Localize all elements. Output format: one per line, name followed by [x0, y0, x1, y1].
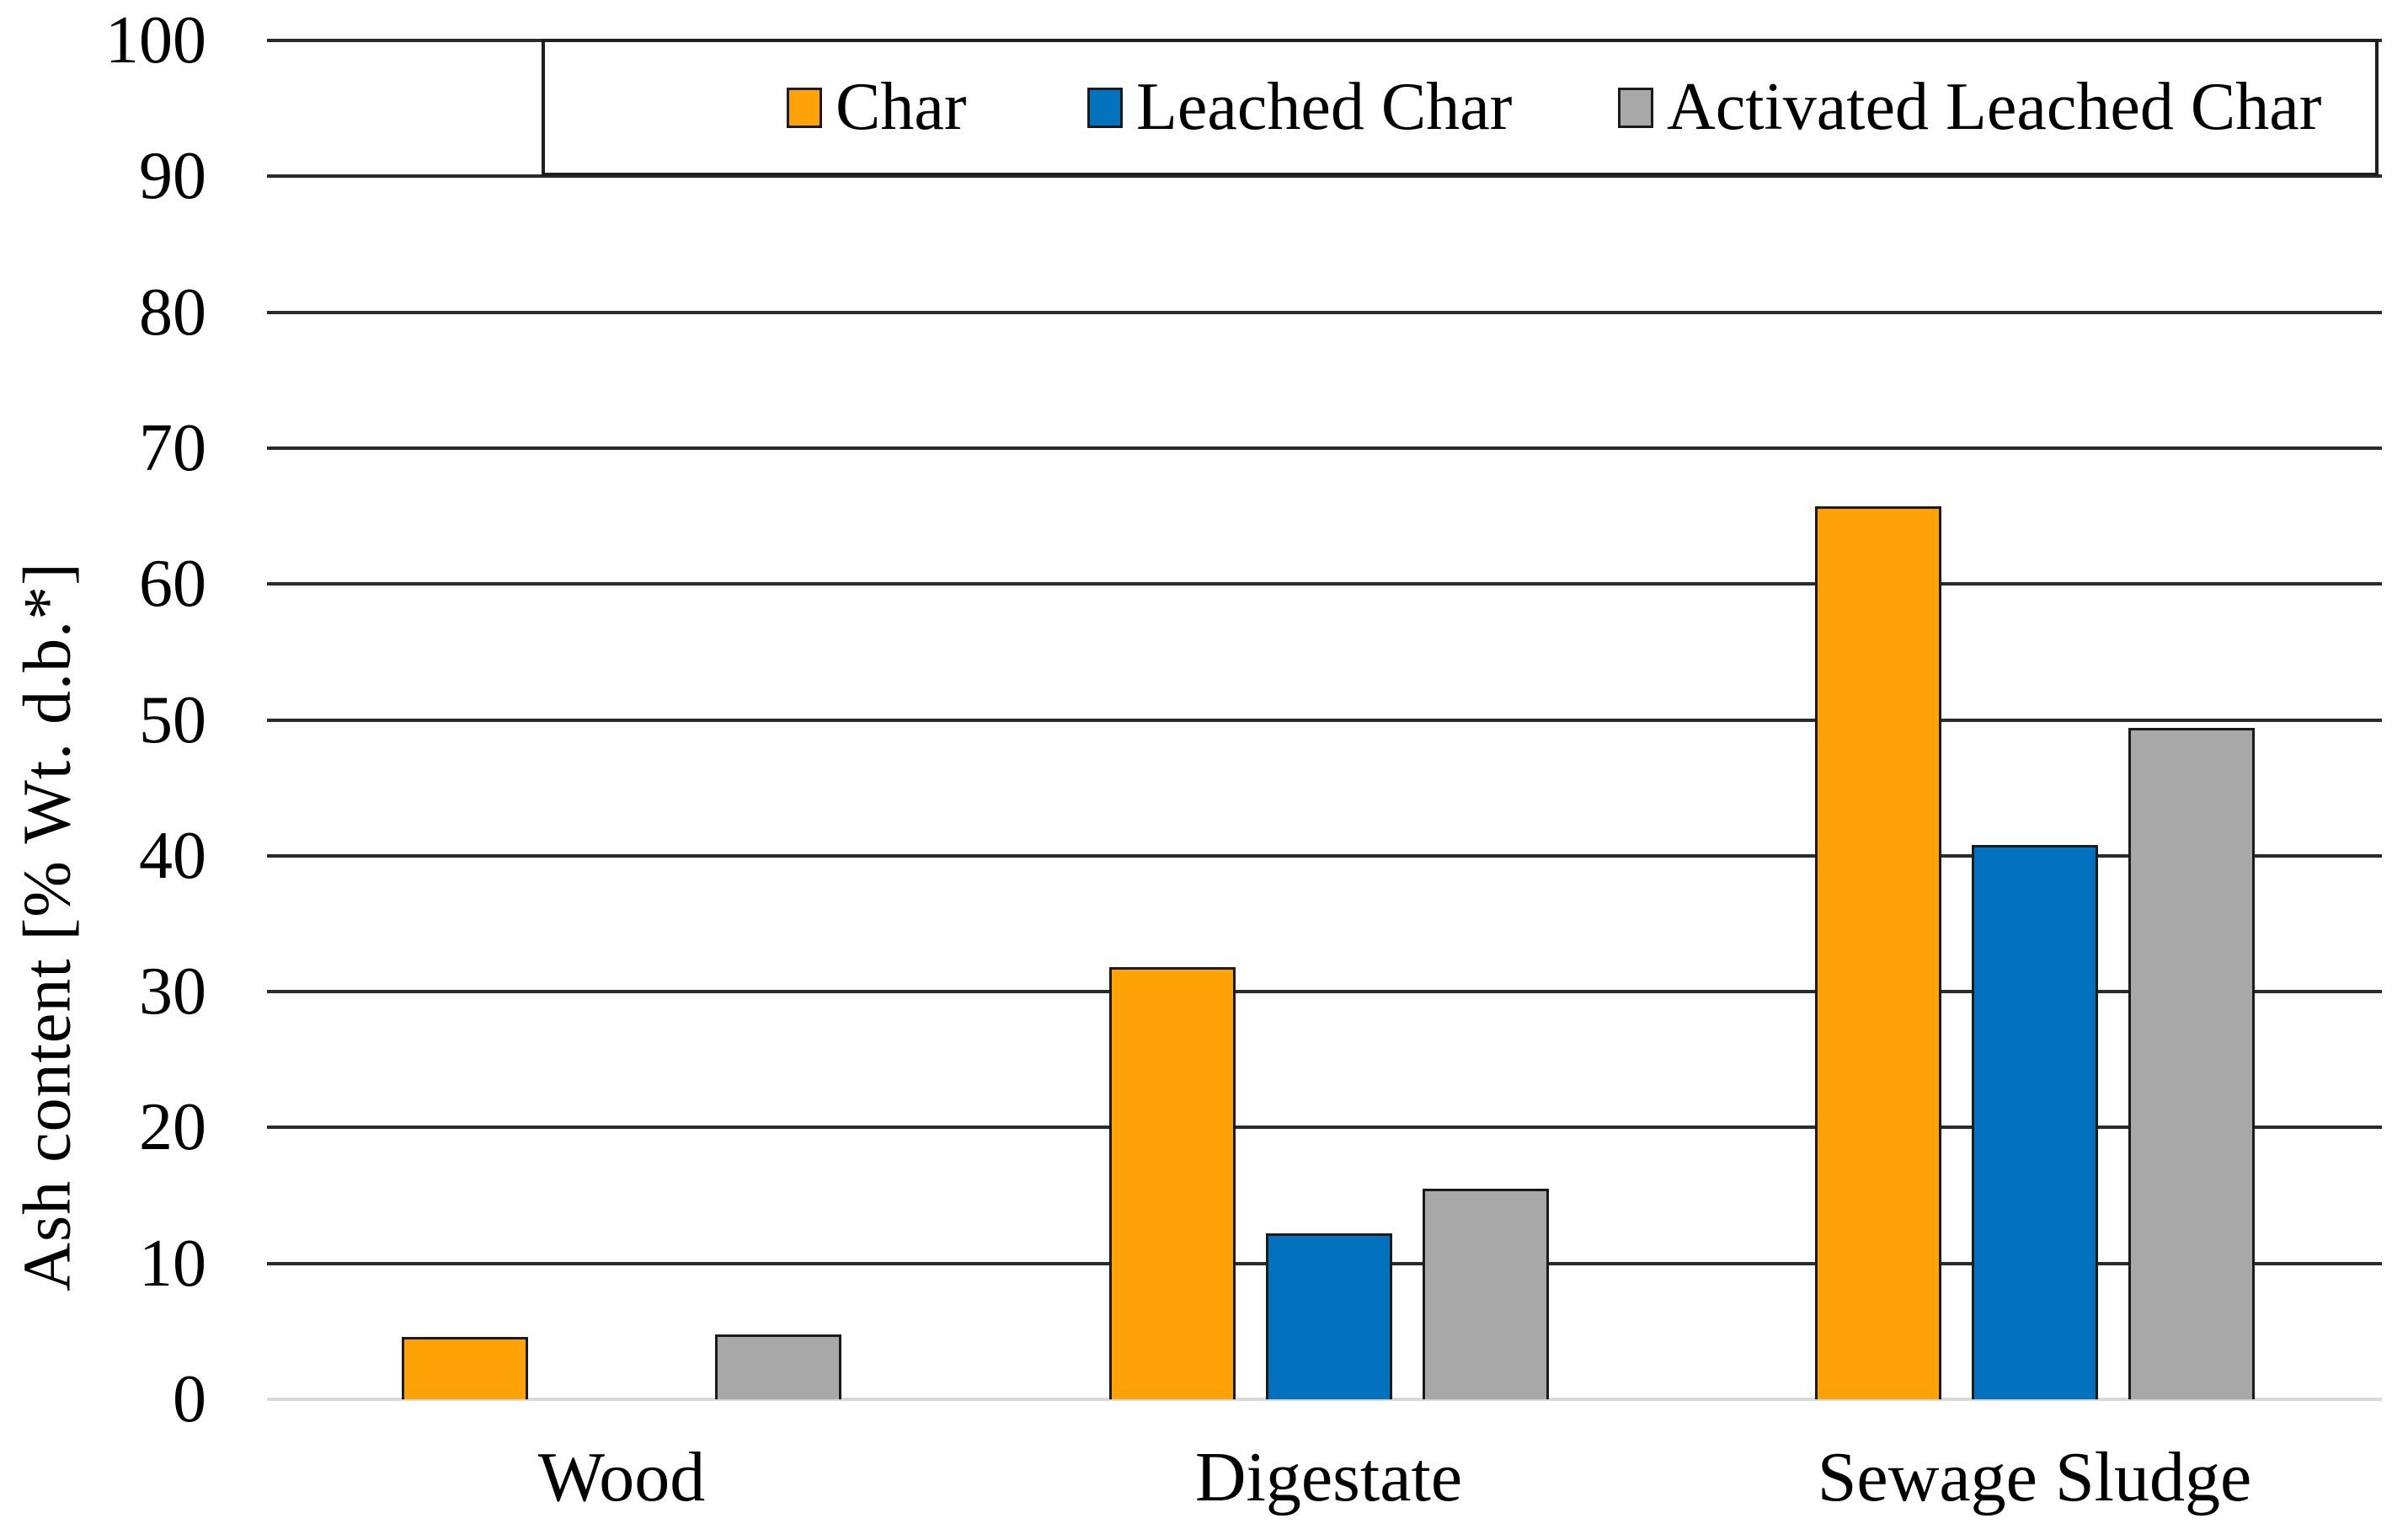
legend-swatch-activated-leached-char	[1618, 87, 1653, 128]
legend-item-leached-char: Leached Char	[1087, 42, 1512, 173]
gridline-y-90	[267, 174, 2382, 179]
y-tick-label-60: 60	[139, 547, 206, 622]
gridline-y-50	[267, 718, 2382, 722]
y-tick-label-30: 30	[139, 954, 206, 1029]
bar-digestate-leached-char	[1265, 1233, 1392, 1399]
plot-area	[267, 39, 2382, 1401]
gridline-y-40	[267, 853, 2382, 858]
x-category-label-sewage-sludge: Sewage Sludge	[1817, 1438, 2252, 1516]
legend-swatch-leached-char	[1087, 87, 1123, 128]
bar-sewage-sludge-activated-leached-char	[2128, 728, 2255, 1399]
y-tick-label-70: 70	[139, 410, 206, 485]
y-tick-label-10: 10	[139, 1226, 206, 1301]
y-tick-label-0: 0	[173, 1362, 206, 1436]
bar-digestate-activated-leached-char	[1422, 1188, 1549, 1399]
gridline-y-20	[267, 1126, 2382, 1130]
y-tick-label-90: 90	[139, 139, 206, 214]
legend-label-char: Char	[836, 70, 967, 144]
y-tick-label-20: 20	[139, 1090, 206, 1165]
y-tick-label-100: 100	[105, 3, 206, 78]
gridline-y-60	[267, 582, 2382, 586]
legend-label-leached-char: Leached Char	[1136, 70, 1513, 144]
bar-sewage-sludge-char	[1814, 506, 1941, 1399]
legend-label-activated-leached-char: Activated Leached Char	[1667, 70, 2322, 144]
gridline-y-30	[267, 990, 2382, 994]
bar-wood-char	[402, 1336, 528, 1399]
y-axis-title: Ash content [% Wt. d.b.*]	[10, 562, 85, 1291]
x-category-label-digestate: Digestate	[1194, 1438, 1463, 1516]
y-tick-label-50: 50	[139, 682, 206, 757]
gridline-y-70	[267, 446, 2382, 450]
legend: Char Leached Char Activated Leached Char	[542, 39, 2379, 176]
bar-wood-activated-leached-char	[715, 1334, 841, 1399]
legend-item-activated-leached-char: Activated Leached Char	[1618, 42, 2321, 173]
bar-digestate-char	[1108, 967, 1236, 1399]
x-category-label-wood: Wood	[537, 1438, 706, 1516]
gridline-y-80	[267, 310, 2382, 314]
bar-sewage-sludge-leached-char	[1971, 844, 2098, 1399]
legend-item-char: Char	[787, 42, 967, 173]
legend-swatch-char	[787, 87, 822, 128]
y-tick-label-40: 40	[139, 818, 206, 893]
gridline-y-0	[267, 1398, 2382, 1401]
y-tick-label-80: 80	[139, 275, 206, 350]
